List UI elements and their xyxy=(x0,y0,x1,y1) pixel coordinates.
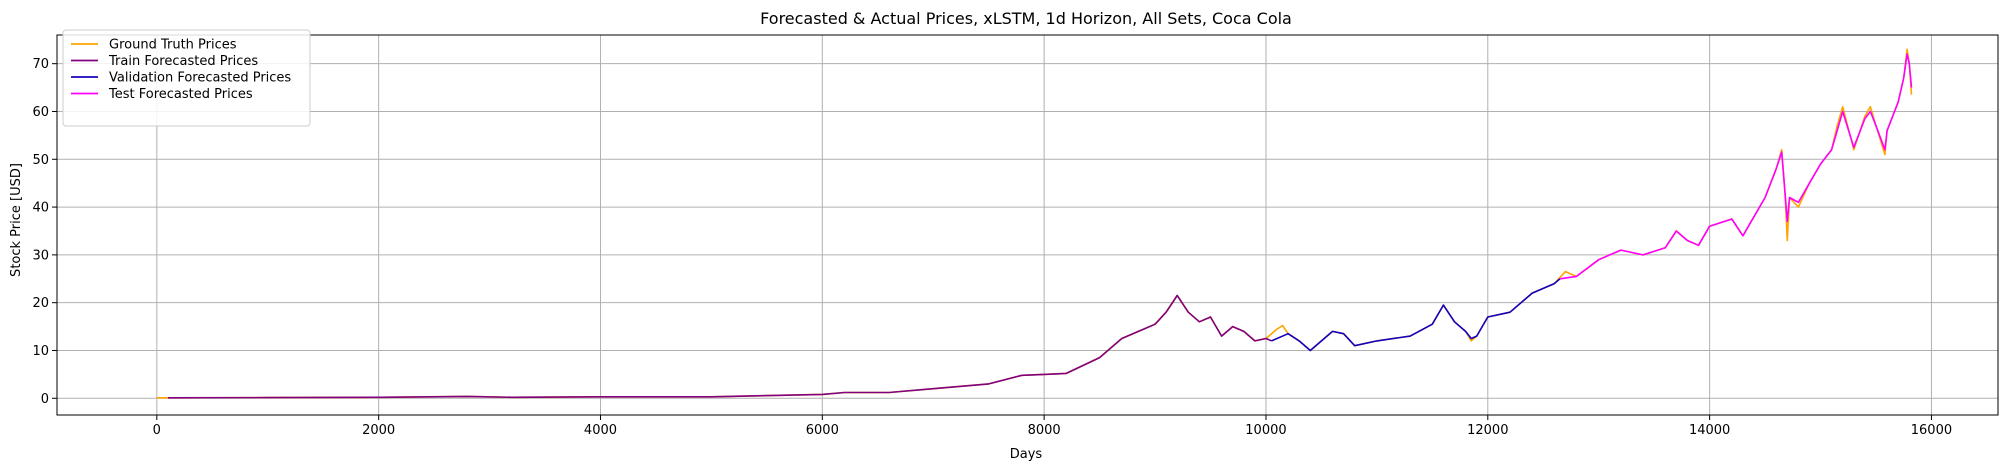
grid-lines xyxy=(57,35,1998,415)
y-tick-label: 40 xyxy=(32,201,49,216)
series-line-validation-forecasted-prices xyxy=(1271,278,1561,352)
legend-label: Ground Truth Prices xyxy=(109,38,237,53)
y-tick-label: 70 xyxy=(32,57,49,72)
x-tick-label: 10000 xyxy=(1245,423,1286,438)
y-tick-label: 0 xyxy=(41,392,49,407)
series-line-train-forecasted-prices xyxy=(167,294,1272,399)
series-lines xyxy=(156,48,1913,399)
series-line-test-forecasted-prices xyxy=(1559,53,1913,280)
x-tick-label: 8000 xyxy=(1028,423,1061,438)
y-tick-label: 30 xyxy=(32,248,49,263)
y-axis-label: Stock Price [USD] xyxy=(9,163,24,277)
x-tick-label: 0 xyxy=(153,423,161,438)
x-tick-label: 14000 xyxy=(1689,423,1730,438)
x-tick-label: 6000 xyxy=(806,423,839,438)
x-tick-label: 4000 xyxy=(584,423,617,438)
axis-ticks: 0 2000 4000 6000 8000 10000 12000 14000 16000 0 10… xyxy=(32,57,1952,438)
y-tick-label: 60 xyxy=(32,105,49,120)
y-tick-label: 50 xyxy=(32,153,49,168)
legend-label: Train Forecasted Prices xyxy=(108,54,258,69)
legend-label: Test Forecasted Prices xyxy=(108,87,253,102)
x-tick-label: 12000 xyxy=(1467,423,1508,438)
legend-label: Validation Forecasted Prices xyxy=(109,71,291,86)
chart-title: Forecasted & Actual Prices, xLSTM, 1d Ho… xyxy=(760,9,1292,28)
y-tick-label: 10 xyxy=(32,344,49,359)
x-tick-label: 2000 xyxy=(362,423,395,438)
y-tick-label: 20 xyxy=(32,296,49,311)
x-axis-label: Days xyxy=(1010,447,1043,462)
x-tick-label: 16000 xyxy=(1911,423,1952,438)
plot-frame xyxy=(56,34,1999,416)
legend-box xyxy=(62,29,311,127)
